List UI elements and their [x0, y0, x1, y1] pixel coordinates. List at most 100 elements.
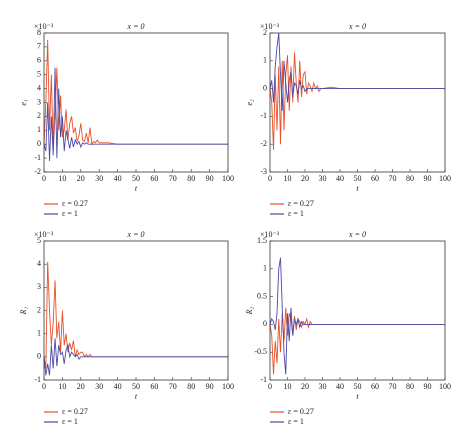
x-tick-label: 50 — [132, 382, 140, 391]
x-tick-label: 0 — [42, 174, 46, 183]
y-multiplier: ×10⁻³ — [34, 230, 54, 239]
legend-label: ε = 0.27 — [62, 407, 88, 416]
y-tick-label: -2 — [260, 139, 267, 148]
x-tick-label: 90 — [424, 174, 432, 183]
legend-label: ε = 0.27 — [288, 199, 314, 208]
y-tick-label: 2 — [37, 111, 41, 120]
x-tick-label: 30 — [95, 382, 103, 391]
x-tick-label: 80 — [187, 382, 195, 391]
plot-frame — [269, 240, 446, 381]
legend-label: ε = 1 — [288, 209, 304, 218]
line-series — [269, 32, 445, 111]
y-tick-label: 4 — [37, 83, 41, 92]
y-tick-label: 5 — [37, 236, 41, 245]
y-axis-label: e₂ — [245, 99, 254, 106]
x-tick-label: 50 — [354, 174, 362, 183]
y-tick-label: 1.5 — [257, 236, 267, 245]
x-tick-label: 10 — [58, 382, 66, 391]
x-tick-label: 10 — [284, 382, 292, 391]
y-tick-label: 0 — [37, 139, 41, 148]
line-series — [43, 39, 228, 152]
x-tick-label: 0 — [268, 174, 272, 183]
x-tick-label: 70 — [169, 382, 177, 391]
x-tick-label: 40 — [336, 382, 344, 391]
line-series — [269, 257, 445, 375]
x-tick-label: 50 — [132, 174, 140, 183]
x-tick-label: 90 — [424, 382, 432, 391]
x-axis-label: t — [356, 392, 359, 401]
x-tick-label: 60 — [150, 382, 158, 391]
y-tick-label: -1 — [260, 111, 267, 120]
line-series — [43, 67, 228, 161]
y-tick-label: 4 — [37, 259, 41, 268]
x-tick-label: 30 — [319, 174, 327, 183]
x-axis-label: t — [135, 184, 138, 193]
x-tick-label: 30 — [319, 382, 327, 391]
x-tick-label: 90 — [206, 382, 214, 391]
x-tick-label: 70 — [389, 174, 397, 183]
chart-title: x = 0 — [348, 230, 366, 239]
x-tick-label: 0 — [268, 382, 272, 391]
y-tick-label: -3 — [260, 167, 267, 176]
x-tick-label: 20 — [301, 174, 309, 183]
legend-label: ε = 1 — [288, 417, 304, 426]
y-tick-label: -2 — [34, 167, 41, 176]
x-tick-label: 60 — [150, 174, 158, 183]
plot-frame — [43, 240, 229, 381]
y-tick-label: -0.5 — [254, 347, 267, 356]
x-tick-label: 50 — [354, 382, 362, 391]
y-tick-label: -1 — [34, 153, 41, 162]
x-tick-label: 100 — [439, 382, 451, 391]
legend-label: ε = 1 — [62, 209, 78, 218]
x-axis-label: t — [356, 184, 359, 193]
x-tick-label: 0 — [42, 382, 46, 391]
chart-title: x = 0 — [348, 22, 366, 31]
x-tick-label: 100 — [222, 382, 234, 391]
x-tick-label: 40 — [114, 174, 122, 183]
y-tick-label: 2 — [263, 28, 267, 37]
chart-title: x = 0 — [127, 22, 145, 31]
x-tick-label: 10 — [284, 174, 292, 183]
x-axis-label: t — [135, 392, 138, 401]
line-series — [269, 52, 445, 150]
y-axis-label: e₁ — [19, 99, 28, 106]
x-tick-label: 20 — [77, 174, 85, 183]
x-tick-label: 70 — [169, 174, 177, 183]
y-tick-label: 5 — [37, 70, 41, 79]
line-series — [269, 307, 445, 375]
y-tick-label: -1 — [260, 375, 267, 384]
x-tick-label: 90 — [206, 174, 214, 183]
y-tick-label: 0.5 — [257, 291, 267, 300]
y-tick-label: 1 — [263, 56, 267, 65]
y-tick-label: 3 — [37, 97, 41, 106]
y-tick-label: 7 — [37, 42, 41, 51]
y-tick-label: 2 — [37, 305, 41, 314]
x-tick-label: 80 — [406, 382, 414, 391]
y-tick-label: 3 — [37, 282, 41, 291]
x-tick-label: 40 — [114, 382, 122, 391]
y-tick-label: 6 — [37, 56, 41, 65]
x-tick-label: 60 — [371, 174, 379, 183]
y-tick-label: 0 — [263, 319, 267, 328]
legend-label: ε = 1 — [62, 417, 78, 426]
x-tick-label: 20 — [301, 382, 309, 391]
x-tick-label: 30 — [95, 174, 103, 183]
x-tick-label: 40 — [336, 174, 344, 183]
y-multiplier: ×10⁻³ — [260, 22, 280, 31]
legend-label: ε = 0.27 — [288, 407, 314, 416]
chart-title: x = 0 — [127, 230, 145, 239]
y-multiplier: ×10⁻³ — [34, 22, 54, 31]
y-multiplier: ×10⁻³ — [260, 230, 280, 239]
x-tick-label: 70 — [389, 382, 397, 391]
x-tick-label: 80 — [406, 174, 414, 183]
y-axis-label: R₂ — [245, 306, 254, 315]
y-tick-label: 8 — [37, 28, 41, 37]
x-tick-label: 20 — [77, 382, 85, 391]
plot-frame — [43, 32, 229, 173]
line-series — [43, 338, 228, 376]
y-tick-label: -1 — [34, 375, 41, 384]
y-axis-label: R₁ — [19, 306, 28, 315]
x-tick-label: 80 — [187, 174, 195, 183]
x-tick-label: 60 — [371, 382, 379, 391]
